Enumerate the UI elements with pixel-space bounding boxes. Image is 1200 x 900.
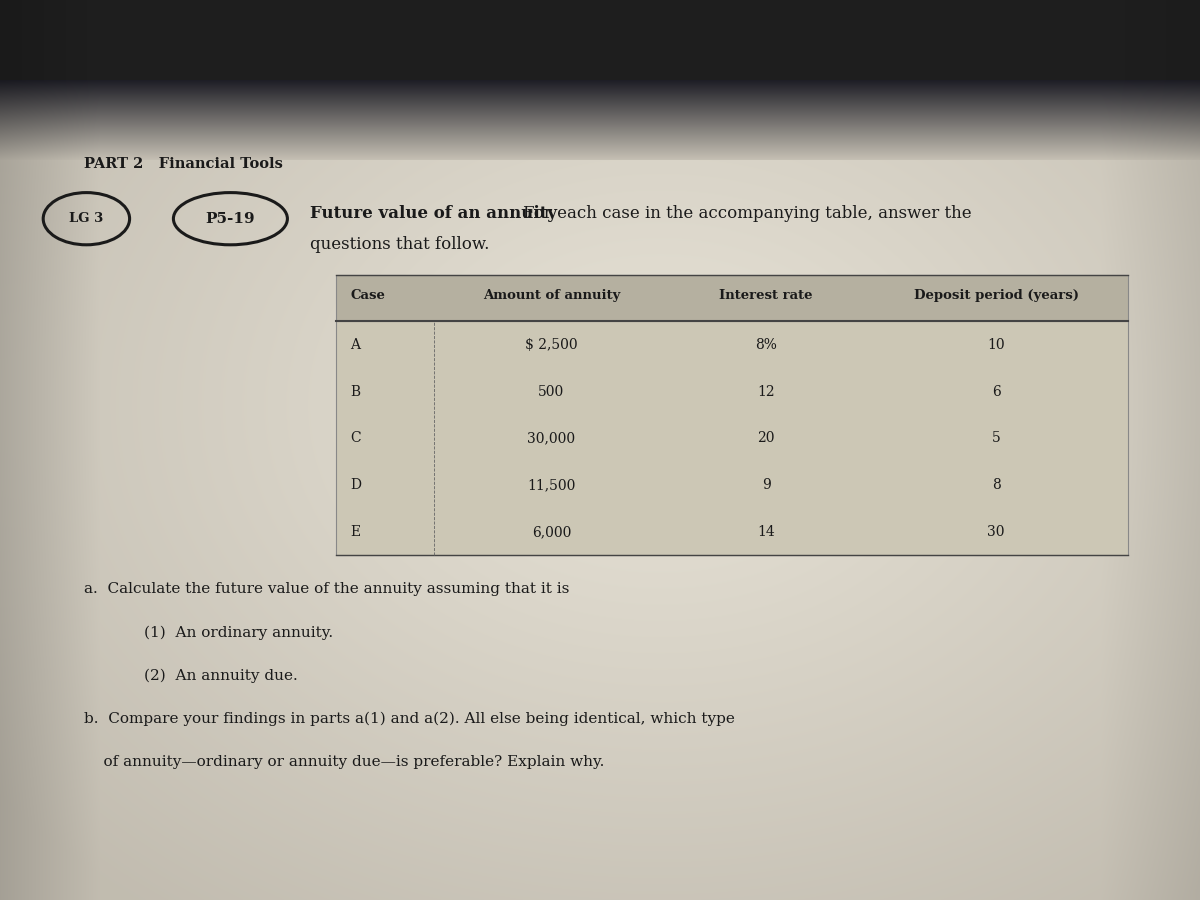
Text: 6: 6 <box>991 384 1001 399</box>
Text: $ 2,500: $ 2,500 <box>526 338 577 352</box>
Text: Future value of an annuity: Future value of an annuity <box>310 205 568 222</box>
Text: 20: 20 <box>757 431 775 446</box>
Text: C: C <box>350 431 361 446</box>
Text: questions that follow.: questions that follow. <box>310 236 488 253</box>
FancyBboxPatch shape <box>336 321 1128 555</box>
Text: E: E <box>350 525 360 539</box>
Text: (1)  An ordinary annuity.: (1) An ordinary annuity. <box>144 626 334 640</box>
Text: 9: 9 <box>762 478 770 492</box>
Text: P5-19: P5-19 <box>205 212 256 226</box>
Text: 8: 8 <box>991 478 1001 492</box>
Text: A: A <box>350 338 360 352</box>
Text: 12: 12 <box>757 384 775 399</box>
Text: B: B <box>350 384 360 399</box>
Text: 500: 500 <box>539 384 564 399</box>
Text: Deposit period (years): Deposit period (years) <box>913 289 1079 302</box>
Text: D: D <box>350 478 361 492</box>
Text: 10: 10 <box>988 338 1004 352</box>
Text: 30: 30 <box>988 525 1004 539</box>
FancyBboxPatch shape <box>336 274 1128 321</box>
Text: b.  Compare your findings in parts a(1) and a(2). All else being identical, whic: b. Compare your findings in parts a(1) a… <box>84 712 734 726</box>
Text: 5: 5 <box>991 431 1001 446</box>
Text: Case: Case <box>350 289 385 302</box>
Text: a.  Calculate the future value of the annuity assuming that it is: a. Calculate the future value of the ann… <box>84 582 569 597</box>
Text: For each case in the accompanying table, answer the: For each case in the accompanying table,… <box>523 205 972 222</box>
Text: (2)  An annuity due.: (2) An annuity due. <box>144 669 298 683</box>
Text: LG 3: LG 3 <box>70 212 103 225</box>
Text: 11,500: 11,500 <box>527 478 576 492</box>
Text: Amount of annuity: Amount of annuity <box>482 289 620 302</box>
Text: PART 2   Financial Tools: PART 2 Financial Tools <box>84 158 283 172</box>
Text: 14: 14 <box>757 525 775 539</box>
Text: of annuity—ordinary or annuity due—is preferable? Explain why.: of annuity—ordinary or annuity due—is pr… <box>84 755 605 770</box>
Text: Interest rate: Interest rate <box>720 289 812 302</box>
Text: 8%: 8% <box>755 338 778 352</box>
Text: 6,000: 6,000 <box>532 525 571 539</box>
Text: 30,000: 30,000 <box>527 431 576 446</box>
